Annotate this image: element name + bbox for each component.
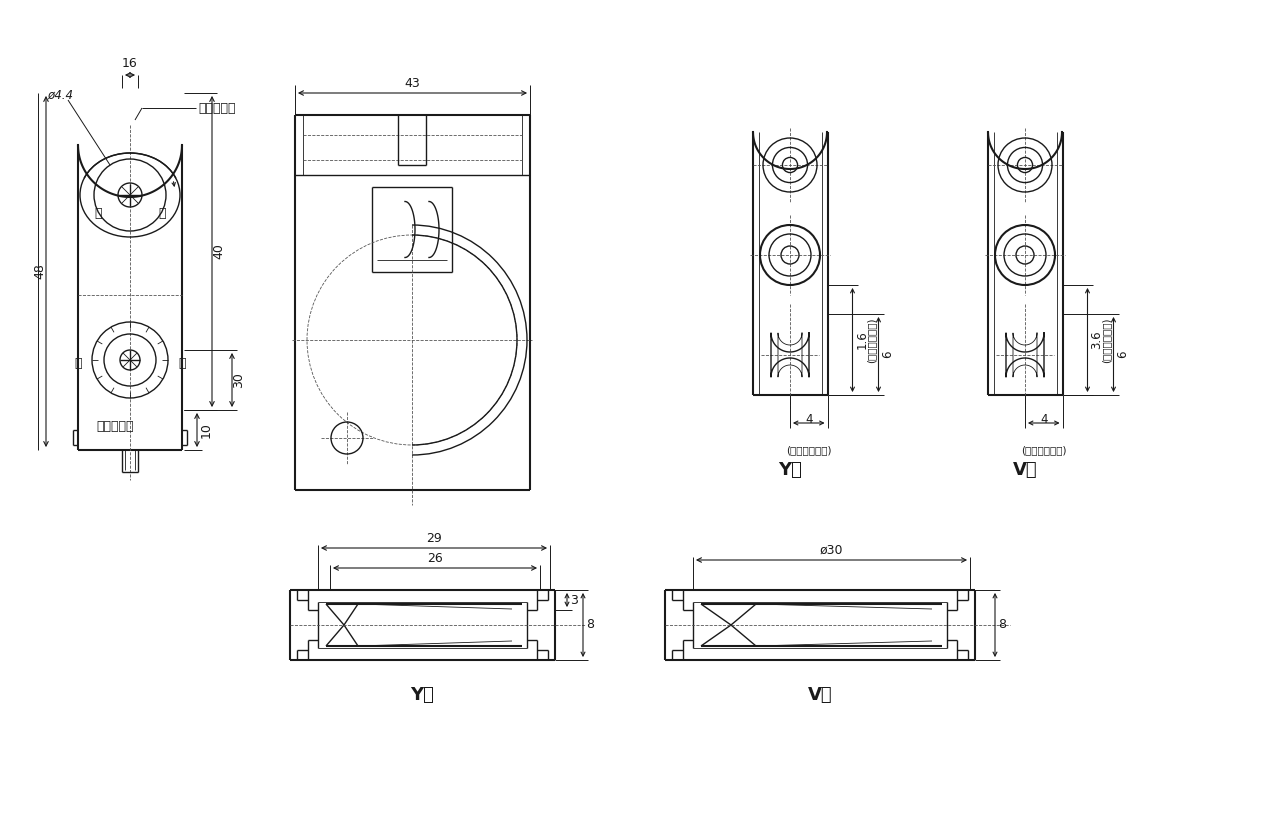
Text: (上下調整範囲): (上下調整範囲) (867, 318, 877, 363)
Text: V型: V型 (1012, 461, 1037, 479)
Text: 下: 下 (159, 206, 165, 220)
Text: 1.6: 1.6 (855, 331, 869, 349)
Text: 29: 29 (426, 532, 442, 545)
Text: 右: 右 (178, 356, 186, 370)
Text: 4: 4 (805, 413, 813, 426)
Text: (左右調整範囲): (左右調整範囲) (786, 445, 832, 455)
Text: 4: 4 (1039, 413, 1047, 426)
Text: ø4.4: ø4.4 (47, 89, 73, 101)
Text: 43: 43 (404, 77, 420, 90)
Text: 48: 48 (33, 264, 46, 279)
Text: 3.6: 3.6 (1091, 331, 1103, 349)
Text: 40: 40 (212, 244, 225, 260)
Text: 10: 10 (200, 422, 212, 438)
Text: 6: 6 (1116, 351, 1129, 359)
Text: 6: 6 (882, 351, 895, 359)
Text: 左右用ギヤ: 左右用ギヤ (96, 420, 133, 433)
Text: 8: 8 (586, 618, 594, 632)
Text: 8: 8 (998, 618, 1006, 632)
Text: 左: 左 (74, 356, 82, 370)
Text: Y型: Y型 (410, 686, 434, 704)
Text: 16: 16 (122, 57, 138, 70)
Text: V型: V型 (808, 686, 832, 704)
Text: ø30: ø30 (819, 544, 844, 557)
Text: Y型: Y型 (778, 461, 803, 479)
Text: (左右調整範囲): (左右調整範囲) (1021, 445, 1066, 455)
Text: 3: 3 (570, 593, 577, 607)
Text: 上下用ねじ: 上下用ねじ (198, 101, 236, 115)
Text: (上下調整範囲): (上下調整範囲) (1102, 318, 1111, 363)
Text: 26: 26 (428, 552, 443, 565)
Text: 上: 上 (95, 206, 101, 220)
Text: 30: 30 (232, 372, 244, 388)
